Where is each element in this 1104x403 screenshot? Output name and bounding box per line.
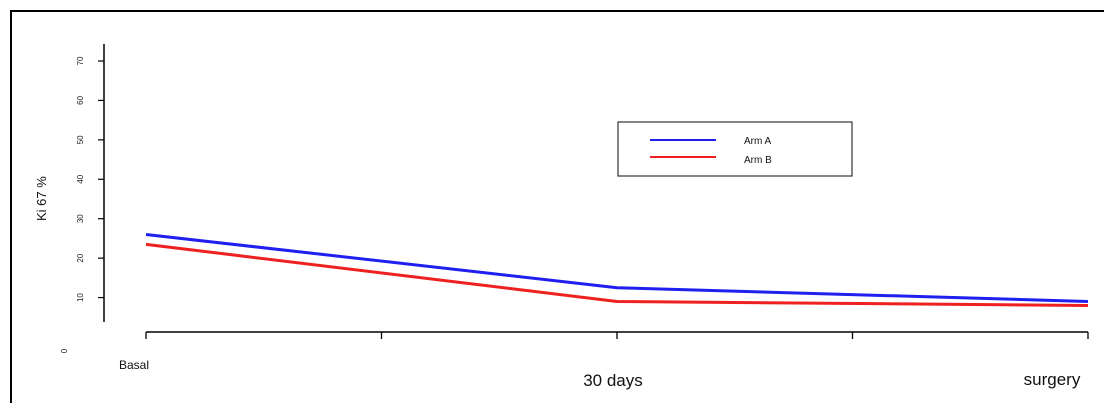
legend-label-arm-a: Arm A	[744, 136, 772, 147]
y-tick-label: 60	[76, 95, 85, 104]
y-tick-label: 30	[76, 214, 85, 223]
x-tick-label: Basal	[119, 358, 149, 372]
y-tick-label: 10	[76, 293, 85, 302]
x-tick-label: 30 days	[583, 371, 643, 390]
y-axis: 0 10 20 30 40 50 60 70	[60, 44, 105, 353]
x-tick-label: surgery	[1024, 370, 1081, 389]
series-line-arm-a	[145, 232, 1089, 304]
y-tick-label: 40	[76, 174, 85, 183]
y-axis-title: Ki 67 %	[34, 176, 49, 221]
chart-frame	[10, 10, 1104, 403]
legend-box	[617, 121, 853, 177]
y-tick-label: 50	[76, 135, 85, 144]
legend: Arm A Arm B	[617, 121, 853, 177]
legend-label-arm-b: Arm B	[744, 155, 772, 166]
x-axis: Basal 30 days surgery	[119, 331, 1089, 390]
y-tick-label: 20	[76, 253, 85, 262]
y-tick-label: 70	[76, 56, 85, 65]
y-tick-label: 0	[60, 348, 69, 353]
series-lines	[145, 232, 1089, 307]
